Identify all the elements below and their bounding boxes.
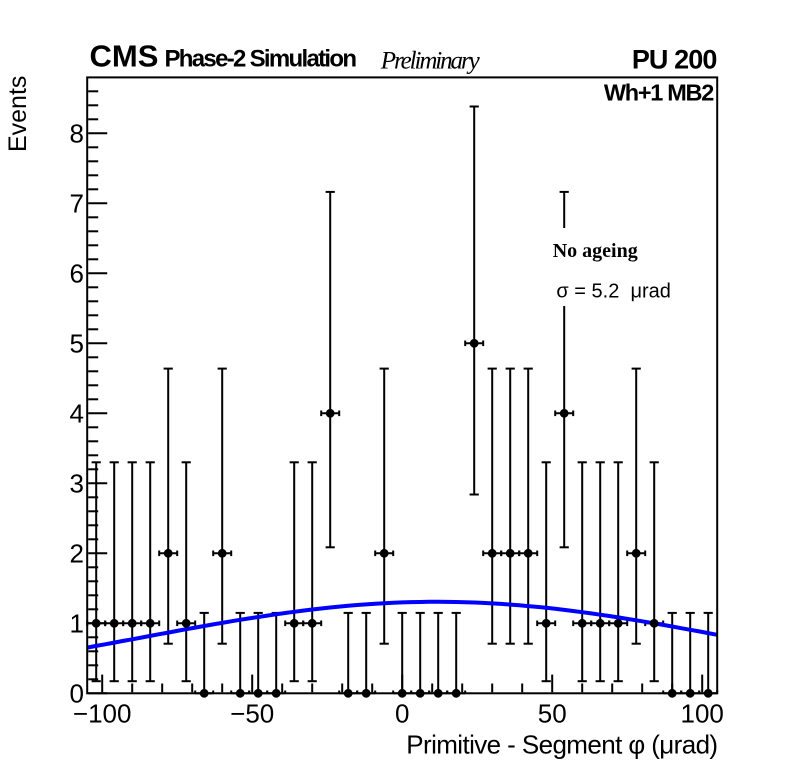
svg-text:7: 7 (70, 189, 84, 219)
svg-text:3: 3 (70, 469, 84, 499)
svg-text:Preliminary: Preliminary (380, 48, 481, 75)
svg-text:−50: −50 (230, 699, 274, 729)
svg-text:6: 6 (70, 259, 84, 289)
svg-text:−100: −100 (73, 699, 132, 729)
svg-text:No ageing: No ageing (553, 240, 638, 262)
svg-text:Primitive - Segment φ (μrad): Primitive - Segment φ (μrad) (406, 730, 717, 760)
svg-text:8: 8 (70, 119, 84, 149)
svg-text:4: 4 (70, 399, 84, 429)
svg-text:Wh+1 MB2: Wh+1 MB2 (604, 80, 714, 106)
svg-text:1: 1 (70, 609, 84, 639)
svg-text:0: 0 (395, 699, 409, 729)
svg-text:5: 5 (70, 329, 84, 359)
svg-text:Phase-2 Simulation: Phase-2 Simulation (165, 46, 357, 73)
svg-text:σ = 5.2 μrad: σ = 5.2 μrad (556, 281, 670, 303)
svg-text:Events: Events (4, 76, 32, 152)
svg-text:CMS: CMS (90, 39, 159, 74)
svg-text:50: 50 (538, 699, 567, 729)
svg-text:PU 200: PU 200 (632, 45, 717, 75)
svg-text:100: 100 (681, 699, 724, 729)
svg-text:0: 0 (70, 679, 84, 709)
svg-text:2: 2 (70, 539, 84, 569)
